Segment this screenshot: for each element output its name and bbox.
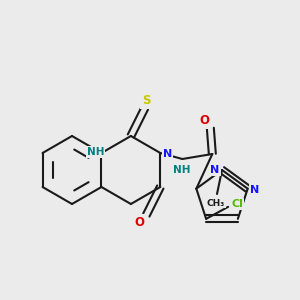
Text: O: O bbox=[199, 115, 209, 128]
Text: N: N bbox=[163, 149, 172, 159]
Text: Cl: Cl bbox=[231, 199, 243, 209]
Text: CH₃: CH₃ bbox=[207, 199, 225, 208]
Text: NH: NH bbox=[172, 165, 190, 175]
Text: NH: NH bbox=[87, 147, 104, 157]
Text: N: N bbox=[250, 185, 259, 195]
Text: O: O bbox=[134, 215, 144, 229]
Text: S: S bbox=[142, 94, 150, 107]
Text: N: N bbox=[210, 165, 220, 175]
